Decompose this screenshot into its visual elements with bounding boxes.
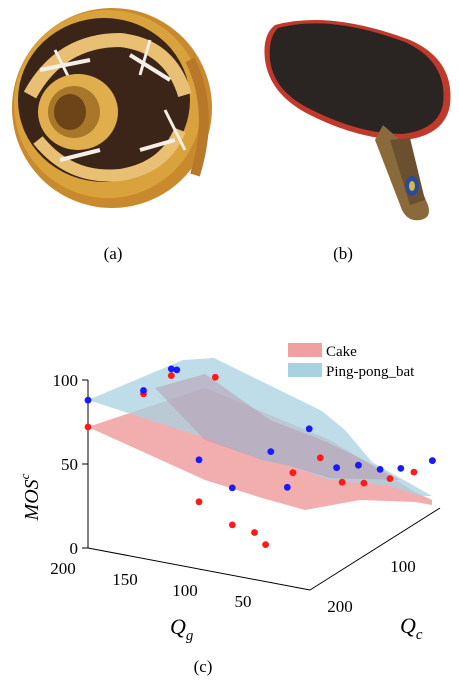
ping-pong-bat-point-7 [283, 483, 291, 491]
cake-point-11 [360, 479, 368, 487]
cake-point-12 [386, 475, 394, 482]
ping-pong-bat-point-11 [376, 466, 384, 473]
z-axis-label-sup: c [17, 473, 32, 479]
caption-c: (c) [193, 657, 213, 676]
ping-pong-bat-point-8 [305, 425, 313, 433]
qc-axis-label-sub: c [416, 627, 423, 643]
ping-pong-bat-point-1 [140, 387, 147, 394]
ping-pong-bat-point-10 [355, 461, 362, 469]
caption-a: (a) [103, 244, 123, 263]
qg-tick-label-200: 200 [50, 559, 76, 578]
cake-point-3 [195, 498, 203, 506]
ping-pong-bat-photo [240, 0, 459, 230]
cake-point-5 [228, 521, 236, 529]
cake-photo [0, 0, 230, 230]
ping-pong-bat-point-0 [84, 396, 92, 404]
data-points [84, 365, 436, 548]
qc-axis-label-main: Q [400, 613, 416, 638]
ping-pong-bat-graphic [264, 20, 451, 221]
z-tick-label-50: 50 [61, 455, 78, 474]
ping-pong-bat-point-2 [167, 365, 175, 373]
mos-3d-chart: 0 50 100 200 150 100 50 100 200 MOSc Qg … [17, 343, 441, 644]
legend: Cake Ping-pong_bat [288, 343, 415, 380]
overlap-surface [155, 374, 400, 480]
qc-axis-line [309, 507, 441, 591]
qg-tick-label-50: 50 [235, 592, 252, 611]
ping-pong-bat-point-6 [267, 448, 275, 455]
cake-point-7 [262, 541, 269, 548]
qg-tick-label-100: 100 [172, 581, 198, 600]
cake-point-6 [251, 529, 258, 536]
qc-tick-label-200: 200 [327, 597, 353, 616]
ping-pong-bat-point-9 [333, 464, 340, 472]
cake-point-8 [289, 469, 297, 477]
ping-pong-bat-point-13 [429, 457, 436, 464]
cake-point-9 [316, 454, 324, 462]
qc-tick-label-100: 100 [390, 557, 416, 576]
z-axis-label: MOSc [17, 473, 43, 521]
qc-axis-label: Qc [400, 613, 423, 643]
z-axis-label-main: MOS [21, 479, 43, 521]
legend-label-cake: Cake [326, 344, 357, 360]
qg-tick-label-150: 150 [112, 570, 138, 589]
legend-swatch-cake [288, 343, 322, 357]
ping-pong-bat-point-3 [173, 366, 181, 374]
z-tick-label-0: 0 [70, 539, 79, 558]
cake-point-13 [410, 468, 418, 476]
caption-b: (b) [333, 244, 353, 263]
cake-point-4 [211, 373, 219, 381]
z-tick-label-100: 100 [53, 371, 79, 390]
cake-point-2 [167, 372, 175, 379]
legend-swatch-ping-pong-bat [288, 363, 322, 377]
ping-pong-bat-point-4 [195, 456, 203, 464]
cake-photo-graphic [12, 8, 212, 208]
cake-point-10 [338, 478, 346, 486]
qg-axis-label: Qg [170, 614, 194, 644]
qg-axis-line [87, 547, 311, 591]
cake-point-0 [84, 423, 92, 431]
ping-pong-bat-point-12 [397, 465, 405, 472]
qg-axis-label-main: Q [170, 614, 186, 639]
legend-label-ping-pong-bat: Ping-pong_bat [326, 364, 415, 380]
qg-axis-label-sub: g [186, 628, 194, 644]
ping-pong-bat-point-5 [228, 484, 236, 492]
